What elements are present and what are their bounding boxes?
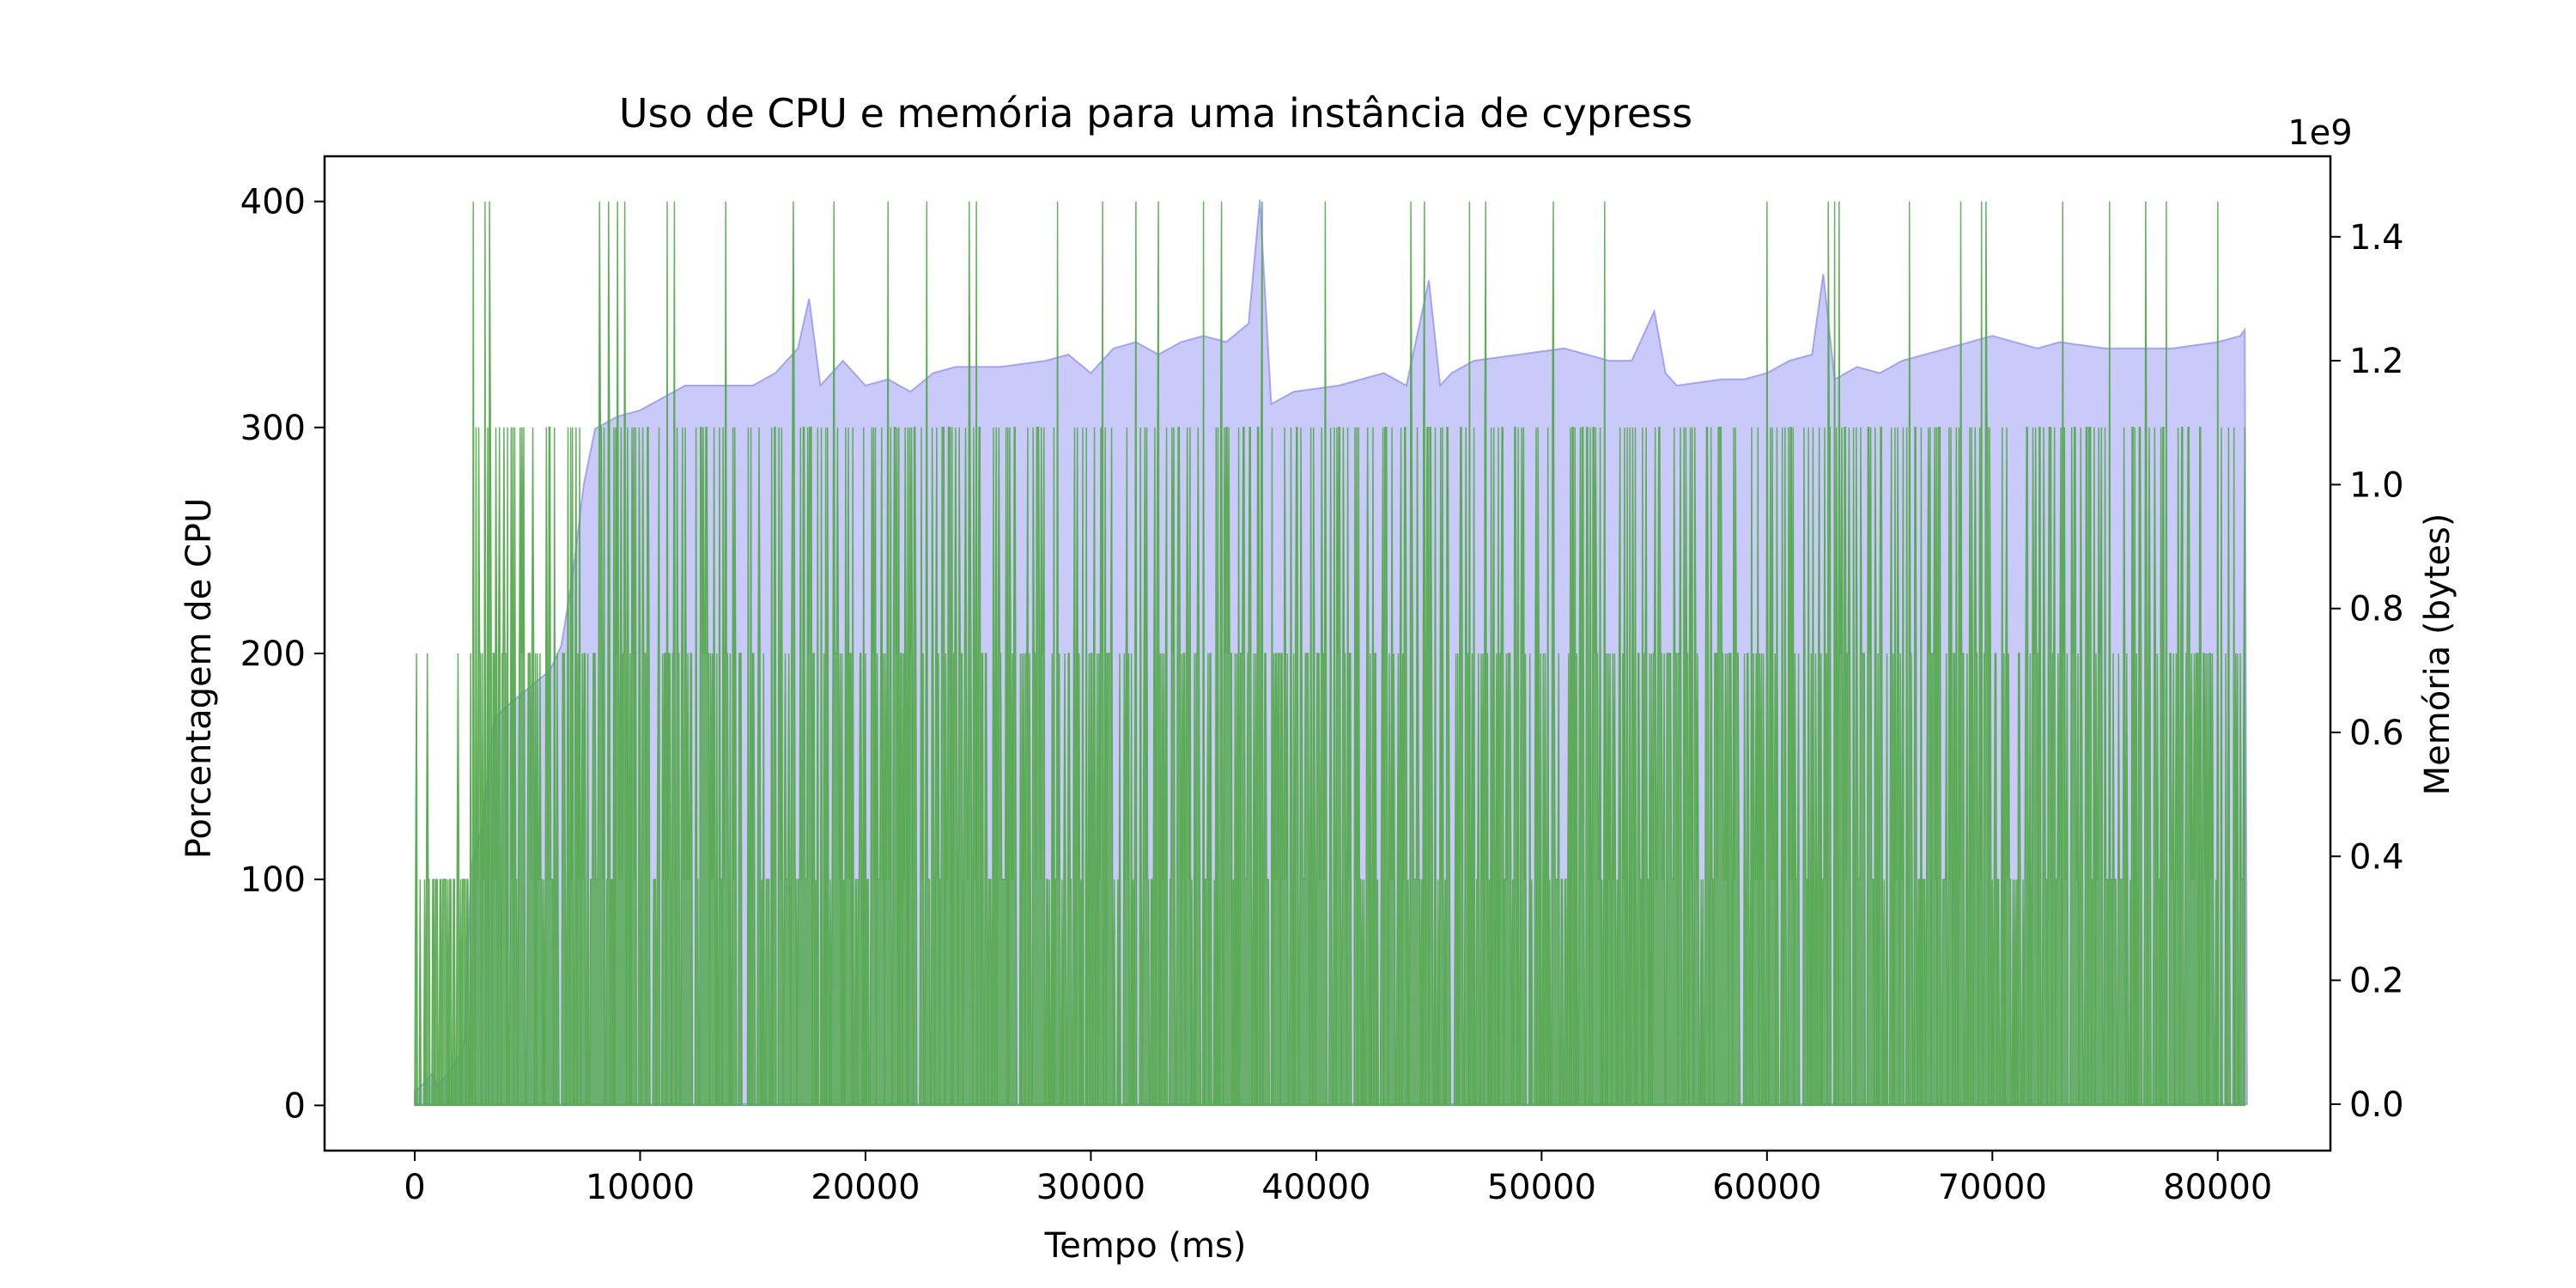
y-tick-label-left: 100 (240, 860, 306, 900)
x-tick-label: 30000 (1036, 1168, 1145, 1207)
chart-title: Uso de CPU e memória para uma instância … (619, 90, 1692, 137)
y-tick-label-left: 400 (240, 183, 306, 222)
x-tick-label: 60000 (1712, 1168, 1821, 1207)
x-tick-label: 10000 (586, 1168, 695, 1207)
y-tick-label-left: 200 (240, 635, 306, 674)
y-tick-label-left: 0 (284, 1086, 306, 1126)
x-tick-label: 70000 (1938, 1168, 2047, 1207)
x-axis-label: Tempo (ms) (1044, 1226, 1247, 1266)
plot-frame (323, 155, 2332, 1152)
cpu-area (414, 201, 2246, 1107)
y-tick-label-left: 300 (240, 409, 306, 448)
y-tick-label-right: 0.8 (2349, 590, 2404, 629)
y-tick-label-right: 0.6 (2349, 714, 2404, 753)
axes-layer: 0 10000 20000 30000 40000 50000 60000 70000 8000… (240, 183, 2404, 1207)
x-tick-label: 80000 (2163, 1168, 2272, 1207)
y-tick-label-right: 0.2 (2349, 962, 2404, 1001)
y-axis-label-right: Memória (bytes) (2418, 513, 2458, 796)
y-tick-label-right: 1.0 (2349, 465, 2404, 505)
y-tick-label-right: 0.0 (2349, 1085, 2404, 1125)
y-tick-label-right: 1.2 (2349, 342, 2404, 381)
x-tick-label: 50000 (1487, 1168, 1596, 1207)
y-axis-label-left: Porcentagem de CPU (179, 498, 219, 860)
y-tick-label-right: 1.4 (2349, 218, 2404, 258)
right-axis-offset-text: 1e9 (2287, 113, 2353, 153)
x-tick-label: 20000 (811, 1168, 920, 1207)
y-tick-label-right: 0.4 (2349, 837, 2404, 877)
x-tick-label: 40000 (1261, 1168, 1370, 1207)
x-tick-label: 0 (404, 1168, 425, 1207)
series-layer (414, 199, 2248, 1107)
